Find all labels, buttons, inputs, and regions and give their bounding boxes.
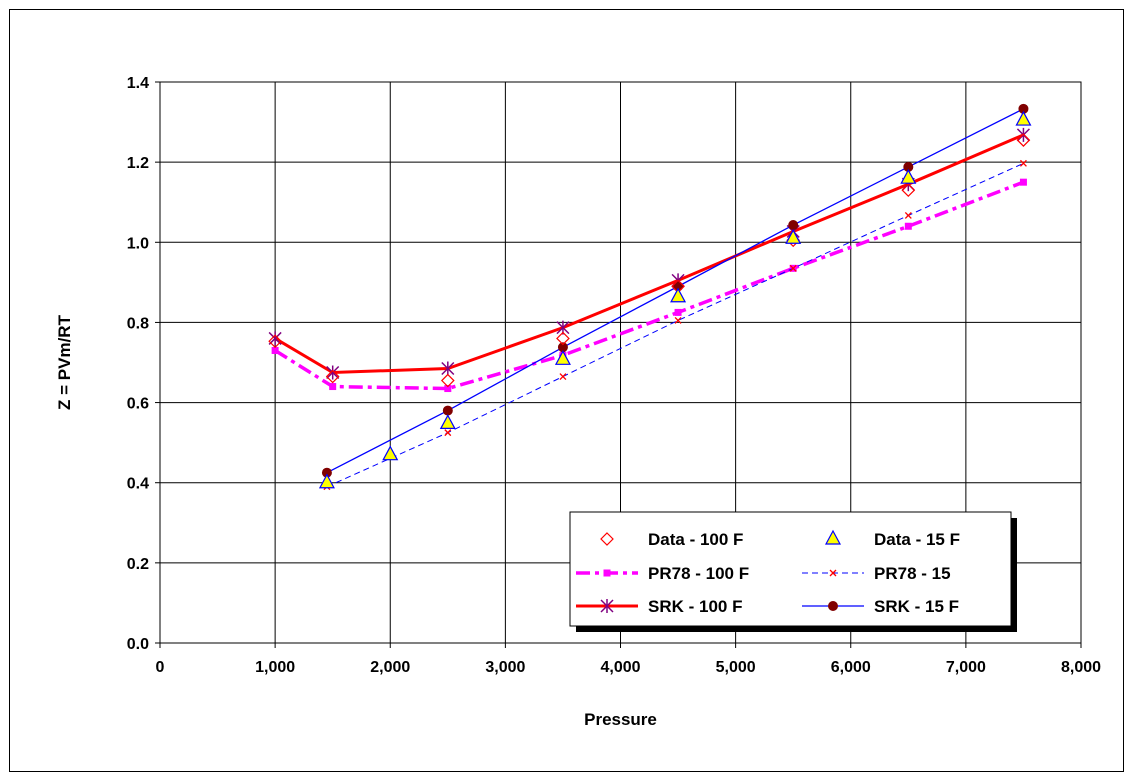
- legend-label: SRK - 15 F: [874, 597, 959, 616]
- data-point-data-15-f: [554, 350, 571, 365]
- data-point-srk-100-f: [441, 361, 455, 376]
- chart: 0 1,000 2,000 3,000 4,000 5,000 6,000 7,000 8,00…: [55, 75, 1101, 729]
- series-line-srk-15-f: [326, 108, 1024, 474]
- legend-item-pr78-15: PR78 - 15: [802, 564, 951, 583]
- x-tick-label: 4,000: [600, 659, 640, 676]
- data-point-data-15-f: [1015, 110, 1032, 126]
- legend-swatch-marker: [824, 529, 842, 545]
- x-tick-label: 2,000: [370, 659, 410, 676]
- data-point-pr78-15: [789, 264, 797, 272]
- y-axis-title: Z = PVm/RT: [55, 314, 74, 410]
- series-pr78-100-f: [271, 178, 1027, 393]
- series-layer: [268, 103, 1032, 491]
- x-tick-label: 0: [156, 659, 165, 676]
- y-tick-label: 0.0: [127, 636, 149, 653]
- data-point-data-100-f: [440, 373, 455, 388]
- x-tick-label: 1,000: [255, 659, 295, 676]
- series-line-srk-100-f: [274, 133, 1025, 375]
- data-point-data-100-f: [268, 334, 282, 349]
- data-point-pr78-15: [904, 211, 912, 219]
- data-point-pr78-100-f: [271, 346, 279, 354]
- data-point-srk-15-f: [442, 405, 453, 416]
- series-line-pr78-15: [326, 162, 1024, 488]
- x-tick-label: 5,000: [716, 659, 756, 676]
- x-tick-label: 6,000: [831, 659, 871, 676]
- legend-item-data-15-f: Data - 15 F: [824, 529, 960, 549]
- x-tick-label: 3,000: [485, 659, 525, 676]
- data-point-data-15-f: [670, 287, 687, 303]
- series-srk-15-f: [321, 103, 1029, 478]
- chart-frame: 0 1,000 2,000 3,000 4,000 5,000 6,000 7,000 8,00…: [9, 9, 1124, 772]
- data-point-srk-100-f: [326, 365, 340, 380]
- y-tick-label: 0.2: [127, 556, 149, 573]
- data-point-pr78-15: [674, 316, 682, 324]
- legend-swatch-marker: [829, 569, 837, 577]
- y-tick-label: 0.6: [127, 396, 149, 413]
- legend: Data - 100 F Data - 15 F PR78 - 100 F PR78 …: [569, 511, 1017, 632]
- data-point-data-100-f: [325, 369, 340, 384]
- data-point-pr78-15: [444, 429, 452, 437]
- y-tick-label: 1.2: [127, 155, 149, 172]
- data-point-pr78-100-f: [904, 222, 912, 230]
- data-point-data-100-f: [1016, 133, 1031, 147]
- legend-label: SRK - 100 F: [648, 597, 742, 616]
- y-tick-label: 1.0: [127, 235, 149, 252]
- legend-label: Data - 100 F: [648, 530, 743, 549]
- series-srk-100-f: [268, 127, 1030, 380]
- legend-label: PR78 - 100 F: [648, 564, 749, 583]
- data-point-data-15-f: [900, 168, 917, 184]
- data-point-srk-15-f: [788, 220, 799, 231]
- y-tick-label: 1.4: [127, 75, 149, 92]
- legend-item-pr78-100-f: PR78 - 100 F: [576, 564, 749, 583]
- legend-swatch-marker: [600, 599, 614, 613]
- grid: [160, 81, 1082, 643]
- x-tick-label: 7,000: [946, 659, 986, 676]
- legend-swatch-marker: [828, 601, 838, 611]
- data-point-pr78-15: [559, 373, 567, 380]
- series-data-100-f: [268, 133, 1031, 388]
- data-point-data-15-f: [785, 229, 802, 244]
- legend-swatch-marker: [600, 532, 614, 546]
- x-axis-title: Pressure: [584, 710, 657, 729]
- legend-item-srk-100-f: SRK - 100 F: [576, 597, 742, 616]
- data-point-pr78-15: [1019, 159, 1027, 167]
- data-point-pr78-100-f: [444, 385, 452, 393]
- series-pr78-15: [323, 159, 1027, 491]
- series-data-15-f: [318, 110, 1032, 489]
- legend-label: Data - 15 F: [874, 530, 960, 549]
- legend-item-srk-15-f: SRK - 15 F: [802, 597, 959, 616]
- legend-box: [569, 511, 1012, 627]
- data-point-data-100-f: [901, 183, 916, 198]
- y-tick-label: 0.4: [127, 476, 149, 493]
- legend-label: PR78 - 15: [874, 564, 951, 583]
- data-point-data-100-f: [556, 331, 570, 346]
- data-point-pr78-100-f: [1019, 178, 1027, 186]
- legend-swatch-marker: [603, 569, 611, 577]
- data-point-data-15-f: [382, 445, 399, 461]
- axes: 0 1,000 2,000 3,000 4,000 5,000 6,000 7,000 8,00…: [127, 75, 1101, 676]
- data-point-pr78-100-f: [674, 308, 682, 316]
- legend-item-data-100-f: Data - 100 F: [600, 530, 743, 549]
- y-tick-label: 0.8: [127, 315, 149, 332]
- data-point-data-15-f: [318, 473, 335, 489]
- x-tick-label: 8,000: [1061, 659, 1101, 676]
- data-point-pr78-100-f: [329, 383, 337, 391]
- series-line-pr78-100-f: [274, 180, 1025, 391]
- data-point-data-15-f: [439, 414, 456, 430]
